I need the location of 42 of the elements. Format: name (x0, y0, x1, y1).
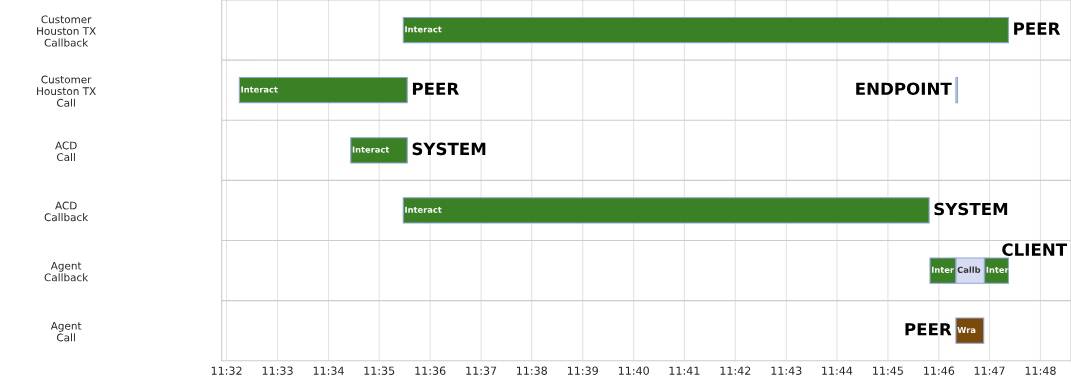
data-label: Interact (405, 206, 442, 213)
x-tick-label: 11:48 (1025, 366, 1056, 375)
x-tick-label: 11:36 (415, 366, 446, 375)
y-tick-label: Customer Houston TX Callback (37, 15, 96, 47)
bar (402, 197, 930, 224)
bar (238, 77, 408, 104)
x-tick-label: 11:32 (211, 366, 242, 375)
x-tick-label: 11:45 (873, 366, 903, 375)
data-label: Interact (352, 146, 390, 153)
data-label: Inter (932, 266, 954, 273)
x-tick-label: 11:47 (974, 366, 1005, 375)
x-tick-label: 11:40 (618, 366, 649, 375)
annotation: SYSTEM (412, 142, 486, 156)
y-tick-label: ACD Callback (44, 201, 89, 222)
annotation: CLIENT (1002, 243, 1068, 256)
y-tick-label: Customer Houston TX Call (37, 75, 96, 107)
x-tick-label: 11:37 (466, 366, 497, 375)
x-tick-label: 11:33 (262, 366, 293, 375)
bar (955, 317, 985, 344)
x-tick-label: 11:41 (669, 366, 700, 375)
y-tick-label: Agent Call (50, 322, 82, 342)
data-label: Interact (241, 86, 278, 93)
y-tick-label: ACD Call (55, 141, 77, 162)
annotation: PEER (905, 323, 952, 336)
annotation: PEER (1014, 22, 1061, 35)
y-tick-label: Agent Callback (44, 261, 89, 282)
data-label: Callb (957, 266, 981, 273)
x-tick-label: 11:38 (516, 366, 547, 375)
annotation: PEER (412, 82, 459, 95)
x-tick-label: 11:34 (313, 366, 344, 375)
annotation: ENDPOINT (856, 82, 952, 96)
x-tick-label: 11:46 (924, 366, 955, 375)
bar (402, 16, 1009, 44)
data-label: Interact (405, 26, 442, 33)
x-tick-label: 11:39 (567, 366, 598, 375)
bar (350, 137, 408, 164)
x-tick-label: 11:44 (822, 366, 853, 375)
annotation: SYSTEM (934, 202, 1008, 216)
data-label: Wra (957, 326, 976, 334)
x-tick-label: 11:43 (771, 366, 802, 375)
x-tick-label: 11:42 (720, 366, 751, 375)
x-tick-label: 11:35 (364, 366, 395, 375)
